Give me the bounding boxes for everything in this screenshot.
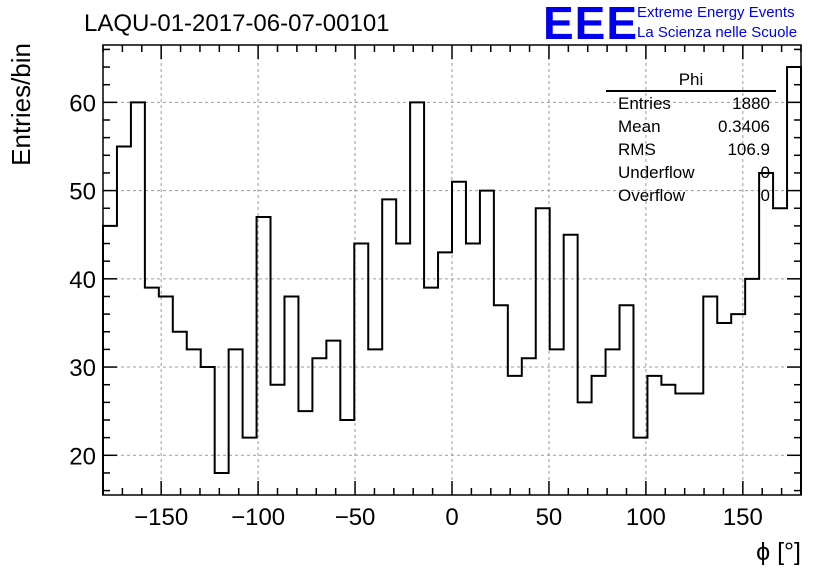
histogram-bin <box>340 420 354 495</box>
histogram-bin <box>787 67 801 495</box>
stats-label: Entries <box>618 94 671 113</box>
histogram-bin <box>620 305 634 495</box>
x-tick-label: 150 <box>723 504 763 531</box>
y-tick-label: 50 <box>69 179 96 206</box>
stats-row: RMS 106.9 <box>606 138 776 161</box>
histogram-bin <box>312 358 326 495</box>
histogram-bin <box>257 217 271 495</box>
stats-label: Overflow <box>618 186 686 205</box>
histogram-bin <box>689 394 703 495</box>
stats-title: Phi <box>606 70 776 92</box>
stats-row: Entries 1880 <box>606 92 776 115</box>
histogram-bin <box>438 252 452 495</box>
axes: −150 −100 −50 0 50 100 150 20 30 40 50 60 <box>69 45 802 531</box>
x-tick-label: 0 <box>445 504 458 531</box>
histogram-bin <box>382 199 396 495</box>
y-tick-label: 40 <box>69 267 96 294</box>
y-tick-label: 30 <box>69 355 96 382</box>
histogram-bin <box>759 173 773 495</box>
stats-row: Overflow 0 <box>606 184 776 207</box>
histogram-bin <box>201 367 215 495</box>
histogram-bin <box>731 314 745 495</box>
histogram-bin <box>173 332 187 495</box>
run-title: LAQU-01-2017-06-07-00101 <box>84 10 390 37</box>
histogram-bin <box>494 305 508 495</box>
histogram-bin <box>284 296 298 495</box>
histogram-bin <box>675 394 689 495</box>
logo-line-2: La Scienza nelle Scuole <box>637 24 798 41</box>
histogram-bin <box>354 244 368 495</box>
histogram-bin <box>396 244 410 495</box>
histogram-bin <box>368 349 382 495</box>
histogram-bin <box>536 208 550 495</box>
x-tick-label: 50 <box>536 504 563 531</box>
x-tick-label: −50 <box>335 504 376 531</box>
y-tick-label: 60 <box>69 90 96 117</box>
histogram-bin <box>159 296 173 495</box>
stats-value: 0.3406 <box>718 117 770 136</box>
histogram-bin <box>773 208 787 495</box>
histogram-bin <box>117 146 131 495</box>
stats-value: 0 <box>760 186 770 205</box>
stats-value: 0 <box>760 163 770 182</box>
histogram-bin <box>326 341 340 495</box>
histogram-bin <box>131 102 145 495</box>
stats-value: 106.9 <box>727 140 770 159</box>
histogram-bin <box>564 235 578 495</box>
histogram-bin <box>745 279 759 495</box>
histogram-bin <box>703 296 717 495</box>
stats-label: Underflow <box>618 163 695 182</box>
histogram-bin <box>187 349 201 495</box>
histogram-bin <box>145 288 159 495</box>
stats-row: Underflow 0 <box>606 161 776 184</box>
histogram-bin <box>578 402 592 495</box>
histogram-bin <box>215 473 229 495</box>
histogram-bin <box>271 385 285 495</box>
histogram-bin <box>508 376 522 495</box>
x-tick-label: 100 <box>626 504 666 531</box>
histogram-bin <box>229 349 243 495</box>
histogram-bin <box>410 102 424 495</box>
histogram-bin <box>717 323 731 495</box>
y-axis-label: Entries/bin <box>6 43 36 166</box>
histogram-bin <box>550 349 564 495</box>
stats-box: Phi Entries 1880 Mean 0.3406 RMS 106.9 U… <box>606 70 776 207</box>
eee-logo: EEE <box>543 0 639 49</box>
histogram-bin <box>661 385 675 495</box>
histogram-bin <box>466 244 480 495</box>
histogram-bin <box>452 182 466 495</box>
histogram-bin <box>480 191 494 495</box>
stats-row: Mean 0.3406 <box>606 115 776 138</box>
histogram-bin <box>424 288 438 495</box>
histogram-bin <box>606 349 620 495</box>
y-tick-label: 20 <box>69 443 96 470</box>
histogram-bin <box>243 438 257 495</box>
stats-label: RMS <box>618 140 656 159</box>
x-tick-label: −100 <box>231 504 285 531</box>
x-tick-label: −150 <box>134 504 188 531</box>
histogram-series-phi <box>102 66 802 495</box>
histogram-bin <box>647 376 661 495</box>
histogram-bin <box>592 376 606 495</box>
x-axis-label: ϕ [°] <box>756 538 801 566</box>
histogram-bin <box>522 358 536 495</box>
histogram-bin <box>298 411 312 495</box>
logo-line-1: Extreme Energy Events <box>637 4 795 21</box>
stats-value: 1880 <box>732 94 770 113</box>
stats-label: Mean <box>618 117 661 136</box>
